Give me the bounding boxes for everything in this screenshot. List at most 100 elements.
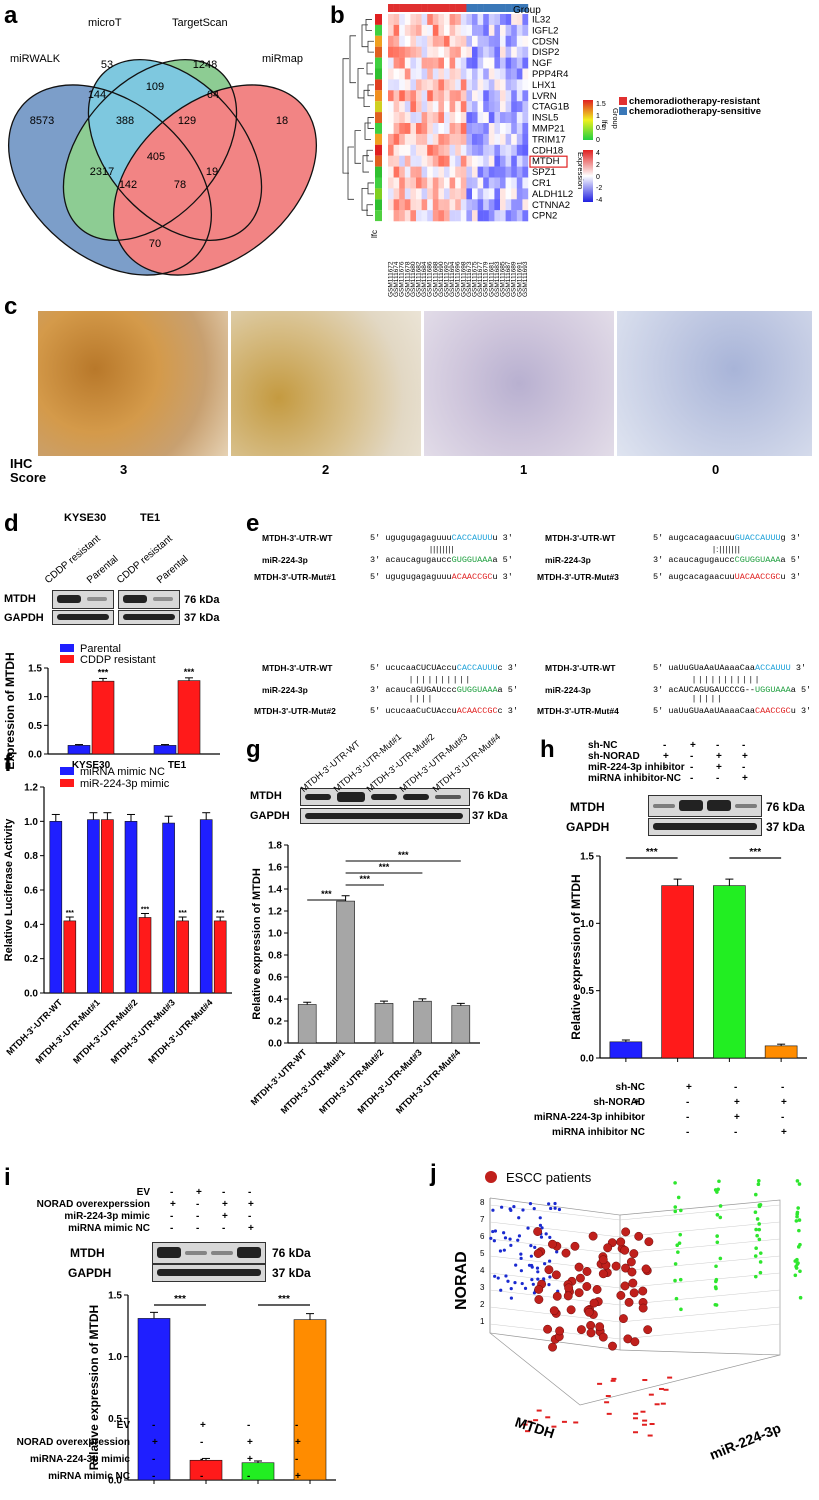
condition-symbol: - bbox=[152, 1420, 156, 1431]
group-bar-cell bbox=[404, 4, 411, 12]
heatmap-cell bbox=[455, 101, 461, 113]
condition-symbol: - bbox=[686, 1112, 690, 1123]
venn-region: 144 bbox=[88, 89, 106, 101]
heatmap-cell bbox=[522, 177, 529, 189]
heatmap-cell bbox=[388, 24, 394, 36]
condition-symbol: + bbox=[634, 1097, 640, 1108]
lfc-cell bbox=[375, 112, 382, 123]
heatmap-cell bbox=[438, 57, 445, 69]
heatmap-cell bbox=[483, 112, 489, 124]
projection-point-red bbox=[642, 1419, 648, 1422]
heatmap-cell bbox=[466, 144, 473, 156]
projection-point-blue bbox=[536, 1270, 540, 1274]
heatmap-cell bbox=[455, 123, 461, 135]
group-bar-cell bbox=[460, 4, 467, 12]
group-bar-cell bbox=[444, 4, 450, 12]
heatmap-cell bbox=[466, 46, 473, 58]
data-point-escc bbox=[621, 1227, 631, 1237]
significance-marker: *** bbox=[749, 847, 761, 858]
group-bar-cell bbox=[483, 4, 489, 12]
data-point-escc bbox=[548, 1239, 557, 1249]
heatmap-cell bbox=[488, 133, 495, 145]
heatmap-cell bbox=[488, 112, 495, 124]
heatmap-cell bbox=[416, 199, 422, 211]
heatmap-cell bbox=[505, 199, 512, 211]
heatmap-cell bbox=[432, 112, 439, 124]
heatmap-cell bbox=[488, 57, 495, 69]
group-bar-cell bbox=[393, 4, 400, 12]
data-point-escc bbox=[621, 1263, 631, 1273]
heatmap-cell bbox=[483, 155, 489, 167]
heatmap-cell bbox=[427, 79, 433, 91]
heatmap-cell bbox=[404, 210, 411, 222]
heatmap-cell bbox=[421, 188, 428, 200]
heatmap-cell bbox=[410, 123, 417, 135]
heatmap-cell bbox=[522, 68, 529, 80]
heatmap-cell bbox=[483, 79, 489, 91]
lfc-cell bbox=[375, 101, 382, 113]
lfc-cell bbox=[375, 35, 382, 47]
heatmap-cell bbox=[399, 166, 405, 178]
heatmap-cell bbox=[399, 133, 405, 145]
bar bbox=[138, 917, 152, 994]
condition-symbol: - bbox=[170, 1211, 174, 1222]
heatmap-cell bbox=[427, 57, 433, 69]
projection-point-green bbox=[715, 1234, 719, 1238]
heatmap-cell bbox=[511, 144, 517, 156]
data-point-escc bbox=[643, 1325, 653, 1335]
ihc-score: 1 bbox=[520, 462, 528, 477]
projection-point-green bbox=[794, 1266, 799, 1270]
sample-label: GSM111676 bbox=[399, 261, 406, 297]
heatmap-cell bbox=[494, 123, 501, 135]
heatmap-cell bbox=[404, 46, 411, 58]
heatmap-cell bbox=[444, 133, 450, 145]
data-point-escc bbox=[582, 1282, 592, 1291]
significance-marker: *** bbox=[321, 889, 332, 899]
heatmap-cell bbox=[466, 79, 473, 91]
data-point-escc bbox=[589, 1298, 599, 1308]
heatmap-cell bbox=[466, 199, 473, 211]
panel-label-i: i bbox=[4, 1164, 11, 1191]
ihc-image-score-2 bbox=[231, 311, 421, 456]
heatmap-cell bbox=[449, 90, 456, 102]
heatmap-cell bbox=[500, 112, 506, 124]
heatmap-cell bbox=[516, 46, 523, 58]
y-tick-label: 0.2 bbox=[24, 954, 38, 965]
significance-marker: *** bbox=[179, 910, 187, 917]
projection-point-green bbox=[796, 1261, 800, 1265]
bar bbox=[177, 680, 201, 755]
heatmap-cell bbox=[410, 35, 417, 47]
sample-label: GSM111694 bbox=[449, 261, 456, 297]
sample-label: GSM111686 bbox=[427, 261, 434, 297]
heatmap-cell bbox=[399, 188, 405, 200]
heatmap-cell bbox=[505, 177, 512, 189]
heatmap-cell bbox=[404, 155, 411, 167]
sequence-text: 5' augcacagaacuuUACAACCGCu 3' bbox=[653, 572, 801, 582]
data-point-escc bbox=[586, 1320, 596, 1330]
bar bbox=[162, 822, 175, 994]
condition-symbol: - bbox=[734, 1082, 738, 1093]
sequence-label: MTDH-3'-UTR-WT bbox=[545, 533, 616, 543]
condition-symbol: - bbox=[196, 1223, 200, 1234]
venn-label-mirmap: miRmap bbox=[262, 53, 303, 65]
heatmap-cell bbox=[472, 166, 478, 178]
heatmap-cell bbox=[421, 210, 428, 222]
legend-expression-title: Expression bbox=[576, 152, 585, 189]
lfc-cell bbox=[375, 123, 382, 134]
heatmap-cell bbox=[455, 199, 461, 211]
projection-point-red bbox=[533, 1419, 539, 1422]
heatmap-cell bbox=[404, 144, 411, 156]
heatmap-cell bbox=[421, 177, 428, 189]
kda-label: 37 kDa bbox=[184, 612, 220, 624]
condition-symbol: + bbox=[781, 1097, 787, 1108]
heatmap-cell bbox=[466, 177, 473, 189]
projection-point-blue bbox=[503, 1236, 508, 1240]
projection-point-green bbox=[794, 1219, 799, 1223]
heatmap-cell bbox=[472, 79, 478, 91]
sample-label: GSM111692 bbox=[444, 261, 451, 297]
projection-point-green bbox=[676, 1250, 680, 1254]
heatmap-cell bbox=[522, 79, 529, 91]
projection-point-green bbox=[797, 1218, 802, 1222]
heatmap-cell bbox=[500, 123, 506, 135]
